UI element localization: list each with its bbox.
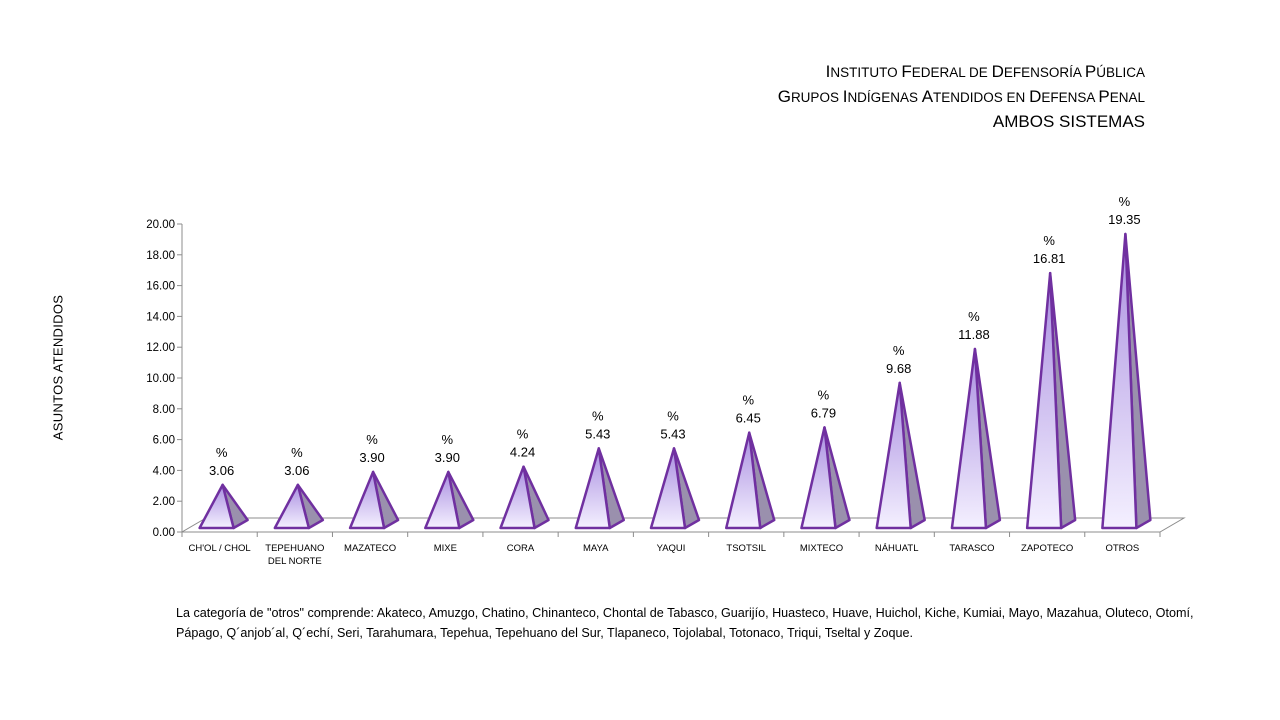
data-label-value: 3.06: [209, 463, 234, 478]
pyramid-bar: [273, 483, 325, 530]
y-tick-label: 4.00: [153, 465, 175, 477]
x-category-label: MIXE: [434, 543, 457, 554]
data-label-percent-sign: %: [216, 445, 228, 460]
y-tick-label: 14.00: [146, 311, 175, 323]
pyramid-front-face: [950, 347, 988, 530]
x-category-label: OTROS: [1105, 543, 1139, 554]
pyramid-bar: [574, 447, 626, 530]
data-label-value: 6.79: [811, 405, 836, 420]
data-label-value: 9.68: [886, 361, 911, 376]
chart-title: INSTITUTO FEDERAL DE DEFENSORÍA PÚBLICA …: [778, 60, 1145, 134]
data-label-percent-sign: %: [442, 432, 454, 447]
y-tick-label: 8.00: [153, 404, 175, 416]
pyramid-bar: [875, 381, 926, 530]
data-label-percent-sign: %: [742, 393, 754, 408]
pyramid-bar: [1025, 271, 1077, 530]
pyramid-front-face: [1101, 232, 1138, 530]
pyramid-front-face: [724, 431, 762, 530]
chart-labels: % 3.06 CH'OL / CHOL% 3.06 TEPEHUANO DEL NORTE…: [189, 194, 1141, 567]
data-label-value: 6.45: [736, 411, 761, 426]
x-category-label: NÁHUATL: [875, 543, 919, 554]
title-line-2: GRUPOS INDÍGENAS ATENDIDOS EN DEFENSA PE…: [777, 87, 1145, 106]
pyramid-bar: [800, 426, 851, 530]
pyramid-bar: [499, 465, 550, 530]
pyramid-front-face: [348, 470, 386, 530]
pyramid-front-face: [574, 447, 612, 530]
x-category-label: DEL NORTE: [268, 556, 322, 567]
data-label-percent-sign: %: [1043, 233, 1055, 248]
data-label-percent-sign: %: [366, 432, 378, 447]
data-label-percent-sign: %: [592, 408, 604, 423]
y-tick-label: 20.00: [146, 219, 175, 231]
data-label-percent-sign: %: [893, 343, 905, 358]
data-label-value: 11.88: [958, 327, 990, 342]
pyramid-front-face: [273, 483, 311, 530]
y-tick-label: 12.00: [146, 342, 175, 354]
x-category-label: CORA: [507, 543, 535, 554]
x-category-label: TARASCO: [949, 543, 994, 554]
y-tick-label: 6.00: [153, 435, 175, 447]
x-category-label: CH'OL / CHOL: [189, 543, 251, 554]
data-label-value: 5.43: [585, 426, 610, 441]
title-line-3: AMBOS SISTEMAS: [992, 112, 1145, 131]
footnote-otros: La categoría de "otros" comprende: Akate…: [176, 606, 1194, 640]
data-label-value: 3.06: [284, 463, 309, 478]
x-category-label: TEPEHUANO: [265, 543, 324, 554]
y-tick-label: 2.00: [153, 496, 175, 508]
y-tick-label: 16.00: [146, 281, 175, 293]
pyramid-bar: [198, 483, 249, 530]
y-tick-label: 10.00: [146, 373, 175, 385]
data-label-percent-sign: %: [667, 408, 679, 423]
data-label-value: 5.43: [660, 426, 685, 441]
chart-floor: [180, 517, 1186, 533]
pyramid-front-face: [800, 426, 837, 530]
pyramid-front-face: [1025, 271, 1063, 530]
data-label-value: 16.81: [1033, 251, 1066, 266]
data-label-percent-sign: %: [968, 309, 980, 324]
x-category-label: YAQUI: [657, 543, 686, 554]
data-label-value: 19.35: [1108, 212, 1141, 227]
x-category-label: MAZATECO: [344, 543, 396, 554]
pyramid-bar: [424, 470, 475, 530]
x-category-label: MAYA: [583, 543, 609, 554]
data-label-percent-sign: %: [291, 445, 303, 460]
pyramid-front-face: [875, 381, 912, 530]
data-label-percent-sign: %: [1119, 194, 1131, 209]
y-tick-label: 18.00: [146, 250, 175, 262]
pyramid-front-face: [649, 447, 687, 530]
pyramid-front-face: [424, 470, 461, 530]
chart-bars: [198, 232, 1152, 530]
pyramid-front-face: [499, 465, 536, 530]
title-line-1: INSTITUTO FEDERAL DE DEFENSORÍA PÚBLICA: [825, 62, 1145, 81]
data-label-value: 3.90: [435, 450, 460, 465]
data-label-percent-sign: %: [517, 427, 529, 442]
x-category-label: TSOTSIL: [726, 543, 766, 554]
pyramid-bar: [724, 431, 776, 530]
data-label-percent-sign: %: [818, 387, 830, 402]
y-tick-label: 0.00: [153, 527, 175, 539]
x-category-label: MIXTECO: [800, 543, 843, 554]
pyramid-bar: [649, 447, 701, 530]
pyramid-bar: [950, 347, 1002, 530]
pyramid-front-face: [198, 483, 235, 530]
chart-axes: 0.00 2.00 4.00 6.00 8.00 10.00 12.00 14.00 16.00…: [146, 219, 1186, 539]
data-label-value: 4.24: [510, 445, 535, 460]
x-category-label: ZAPOTECO: [1021, 543, 1073, 554]
pyramid-bar: [1101, 232, 1152, 530]
data-label-value: 3.90: [359, 450, 384, 465]
pyramid-bar: [348, 470, 400, 530]
